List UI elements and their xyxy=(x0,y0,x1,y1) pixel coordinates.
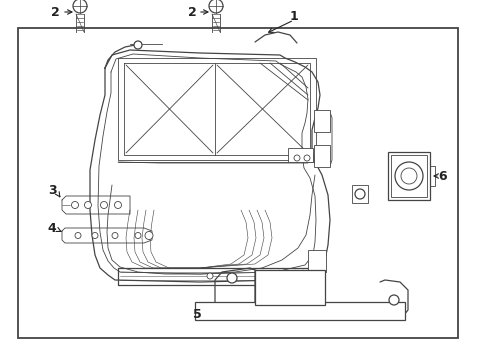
Bar xyxy=(288,148,313,162)
Circle shape xyxy=(112,233,118,238)
Bar xyxy=(18,28,458,338)
Text: 6: 6 xyxy=(439,170,447,183)
Circle shape xyxy=(75,233,81,238)
Bar xyxy=(255,270,325,305)
Bar xyxy=(195,302,405,320)
Text: 2: 2 xyxy=(50,5,59,18)
Circle shape xyxy=(92,233,98,238)
Circle shape xyxy=(355,190,365,200)
Circle shape xyxy=(294,155,300,161)
Circle shape xyxy=(389,295,399,305)
Circle shape xyxy=(135,233,141,238)
Circle shape xyxy=(115,202,122,208)
Bar xyxy=(391,155,427,197)
Bar xyxy=(314,110,330,132)
Text: 3: 3 xyxy=(48,184,56,197)
Circle shape xyxy=(304,155,310,161)
Circle shape xyxy=(100,202,107,208)
Bar xyxy=(308,250,326,272)
Bar xyxy=(388,152,430,200)
Text: 1: 1 xyxy=(290,9,298,22)
Circle shape xyxy=(207,273,213,279)
Circle shape xyxy=(145,231,153,239)
Circle shape xyxy=(227,273,237,283)
Text: 2: 2 xyxy=(188,5,196,18)
Circle shape xyxy=(73,0,87,13)
Text: 5: 5 xyxy=(193,309,201,321)
Circle shape xyxy=(401,168,417,184)
Circle shape xyxy=(209,0,223,13)
Circle shape xyxy=(134,41,142,49)
Bar xyxy=(314,145,330,167)
Circle shape xyxy=(395,162,423,190)
Text: 4: 4 xyxy=(48,221,56,234)
Circle shape xyxy=(72,202,78,208)
Circle shape xyxy=(355,189,365,199)
Bar xyxy=(352,185,368,203)
Circle shape xyxy=(84,202,92,208)
